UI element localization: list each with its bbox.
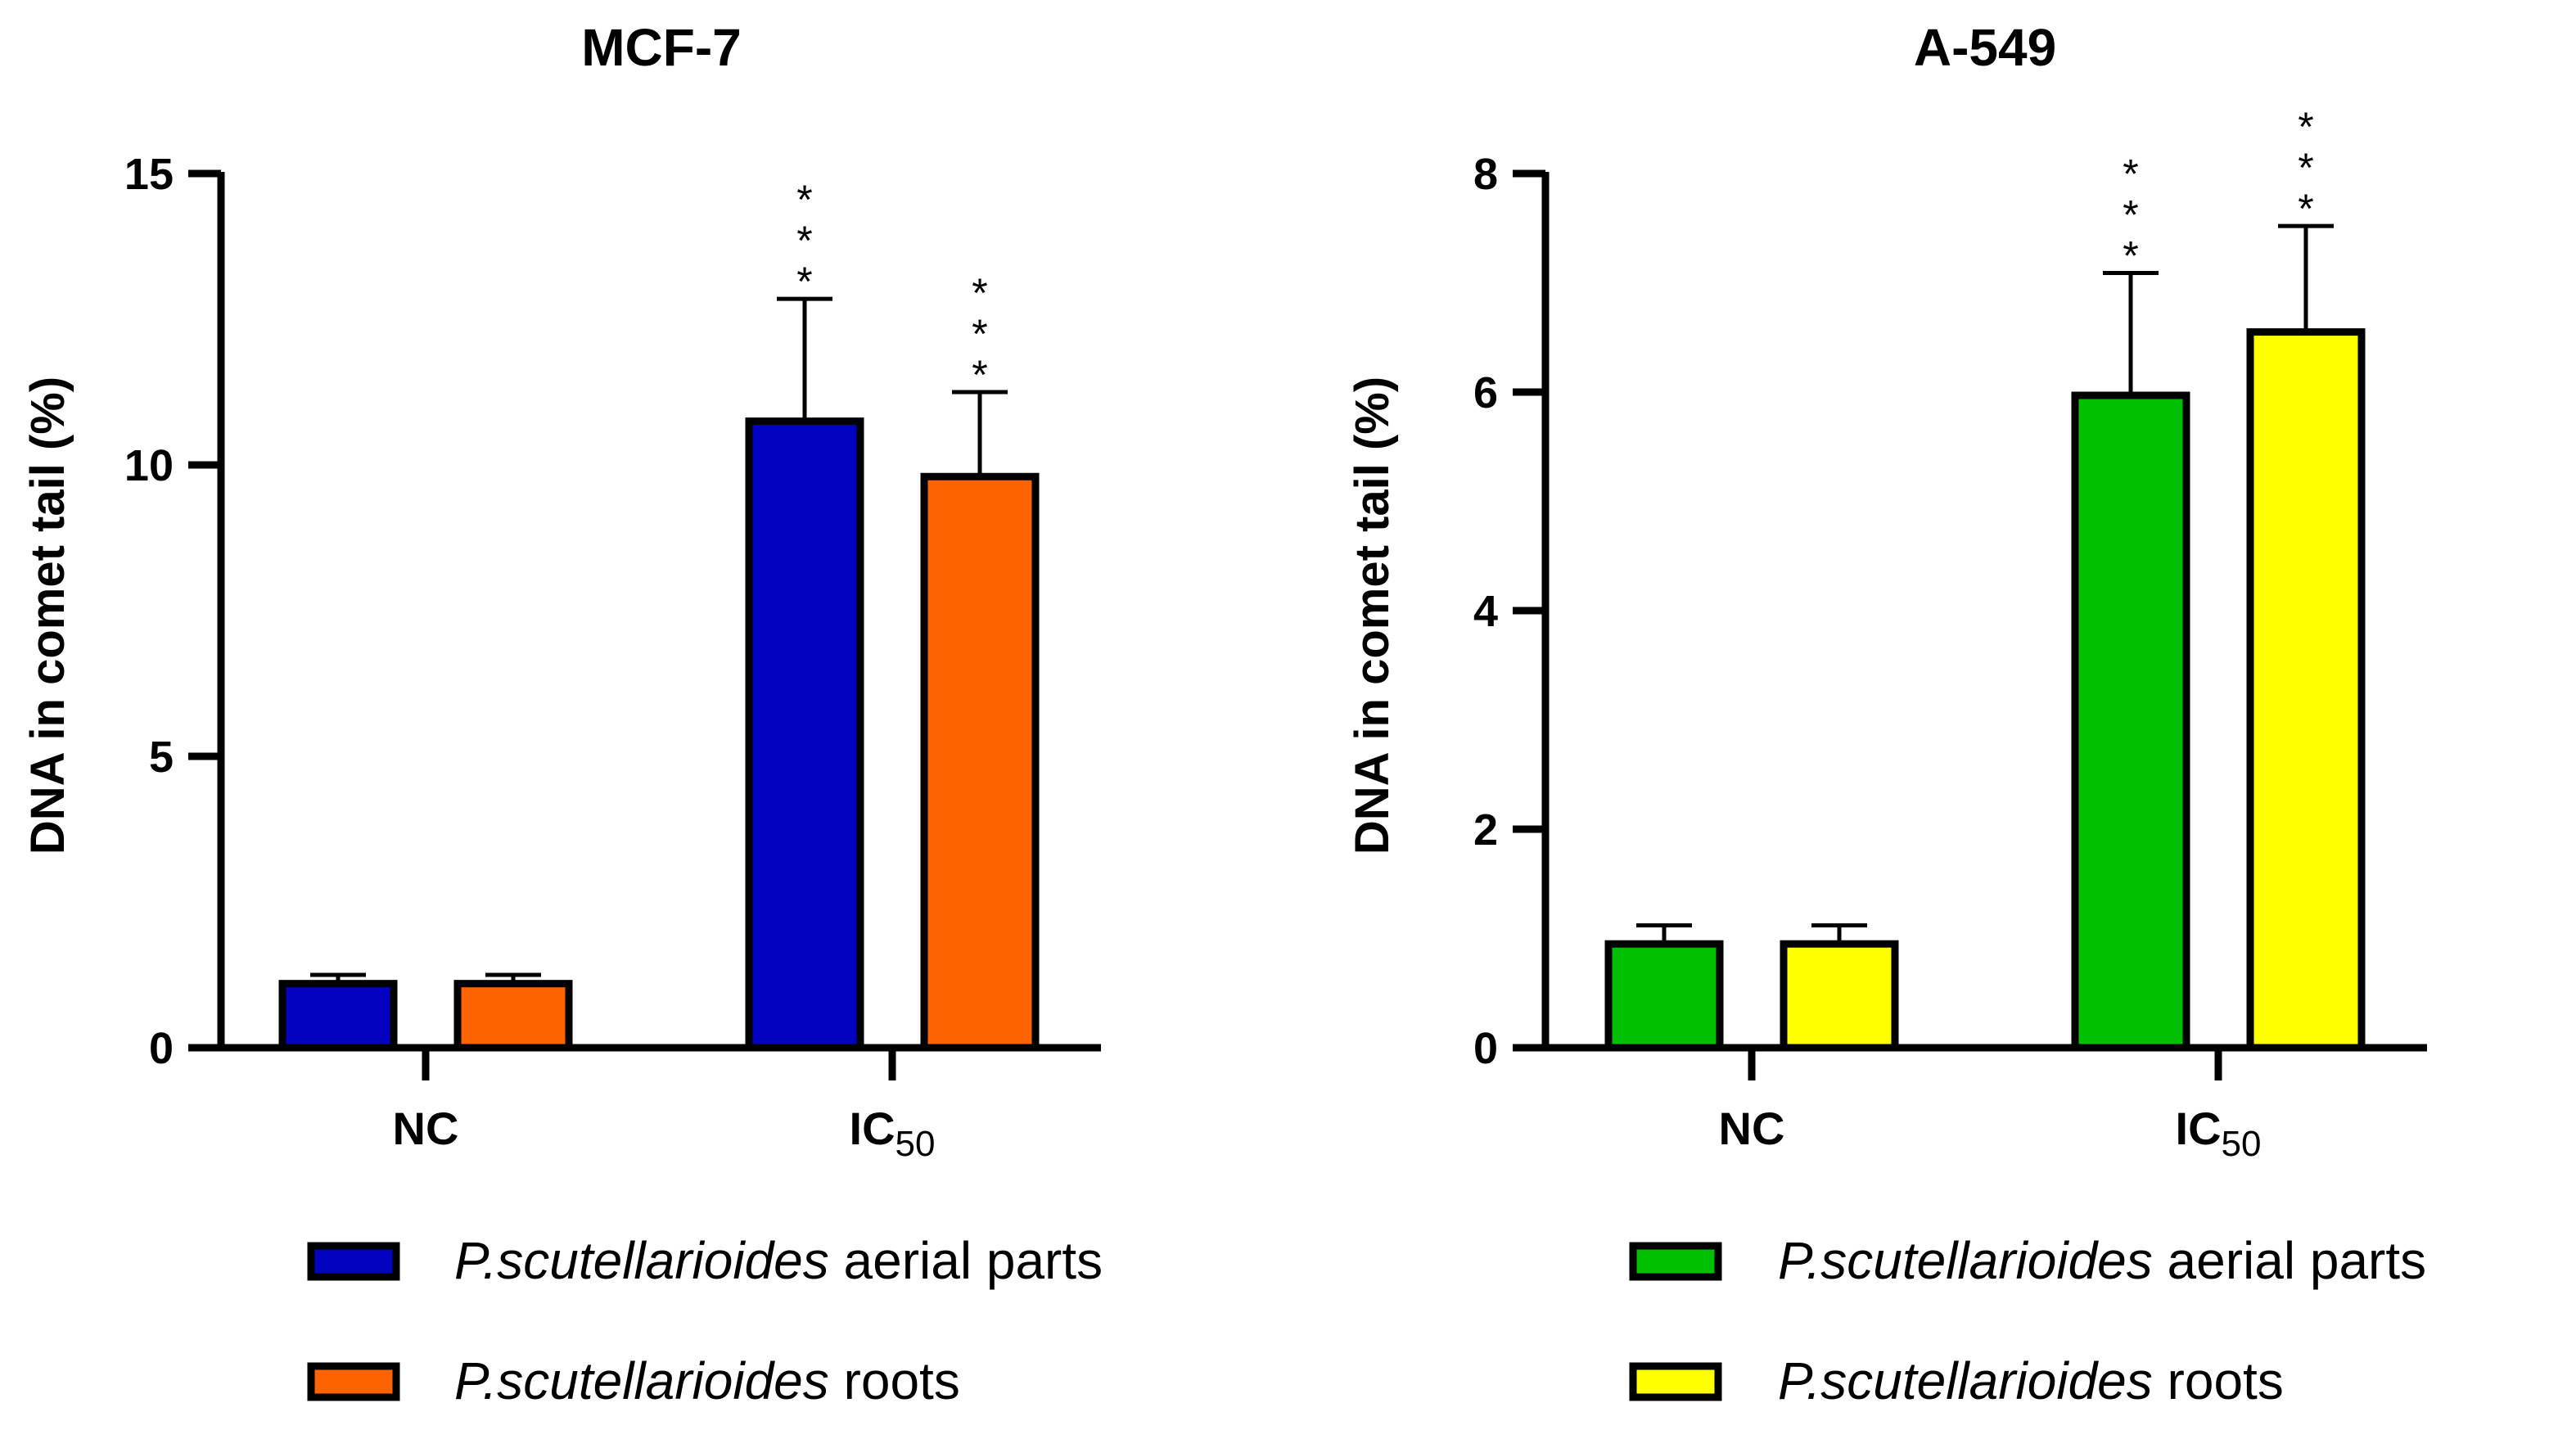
- x-tick-label: NC: [393, 1103, 459, 1154]
- bar: [278, 980, 398, 1052]
- significance-star: *: [796, 218, 812, 264]
- legend-label: P.scutellarioides aerial parts: [1778, 1231, 2426, 1290]
- y-tick-label: 5: [149, 733, 174, 782]
- x-tick-label: IC50: [2176, 1103, 2262, 1164]
- bar: [745, 417, 864, 1052]
- legend-label: P.scutellarioides aerial parts: [454, 1231, 1103, 1290]
- y-tick-label: 2: [1473, 805, 1498, 855]
- significance-star: *: [796, 259, 812, 304]
- bar: [2071, 391, 2190, 1052]
- significance-star: *: [2123, 151, 2138, 196]
- y-tick-label: 4: [1473, 587, 1498, 636]
- y-tick-label: 6: [1473, 368, 1498, 417]
- bar: [2246, 328, 2366, 1052]
- significance-star: *: [2123, 192, 2138, 237]
- legend-label: P.scutellarioides roots: [454, 1351, 960, 1410]
- significance-star: *: [2123, 232, 2138, 278]
- y-axis-label: DNA in comet tail (%): [21, 377, 74, 855]
- x-tick-label: IC50: [850, 1103, 936, 1164]
- significance-star: *: [2298, 104, 2313, 150]
- y-tick-label: 15: [124, 150, 174, 199]
- bar: [920, 472, 1040, 1052]
- legend-swatch: [307, 1242, 400, 1281]
- x-tick-label: NC: [1719, 1103, 1785, 1154]
- y-tick-label: 0: [1473, 1024, 1498, 1073]
- legend-swatch: [1629, 1362, 1722, 1401]
- legend-swatch: [307, 1362, 400, 1401]
- bar: [1780, 940, 1899, 1052]
- significance-star: *: [972, 352, 987, 398]
- significance-star: *: [972, 311, 987, 357]
- legend-swatch: [1629, 1242, 1722, 1281]
- significance-star: *: [796, 177, 812, 223]
- y-axis-label: DNA in comet tail (%): [1346, 377, 1399, 855]
- chart-title: A-549: [1914, 18, 2056, 77]
- y-tick-label: 10: [124, 441, 174, 490]
- significance-star: *: [2298, 186, 2313, 232]
- chart-title: MCF-7: [581, 18, 742, 77]
- bar: [453, 980, 573, 1052]
- significance-star: *: [972, 270, 987, 316]
- y-tick-label: 0: [149, 1024, 174, 1073]
- significance-star: *: [2298, 145, 2313, 191]
- y-tick-label: 8: [1473, 150, 1498, 199]
- legend-label: P.scutellarioides roots: [1778, 1351, 2284, 1410]
- bar: [1604, 940, 1724, 1052]
